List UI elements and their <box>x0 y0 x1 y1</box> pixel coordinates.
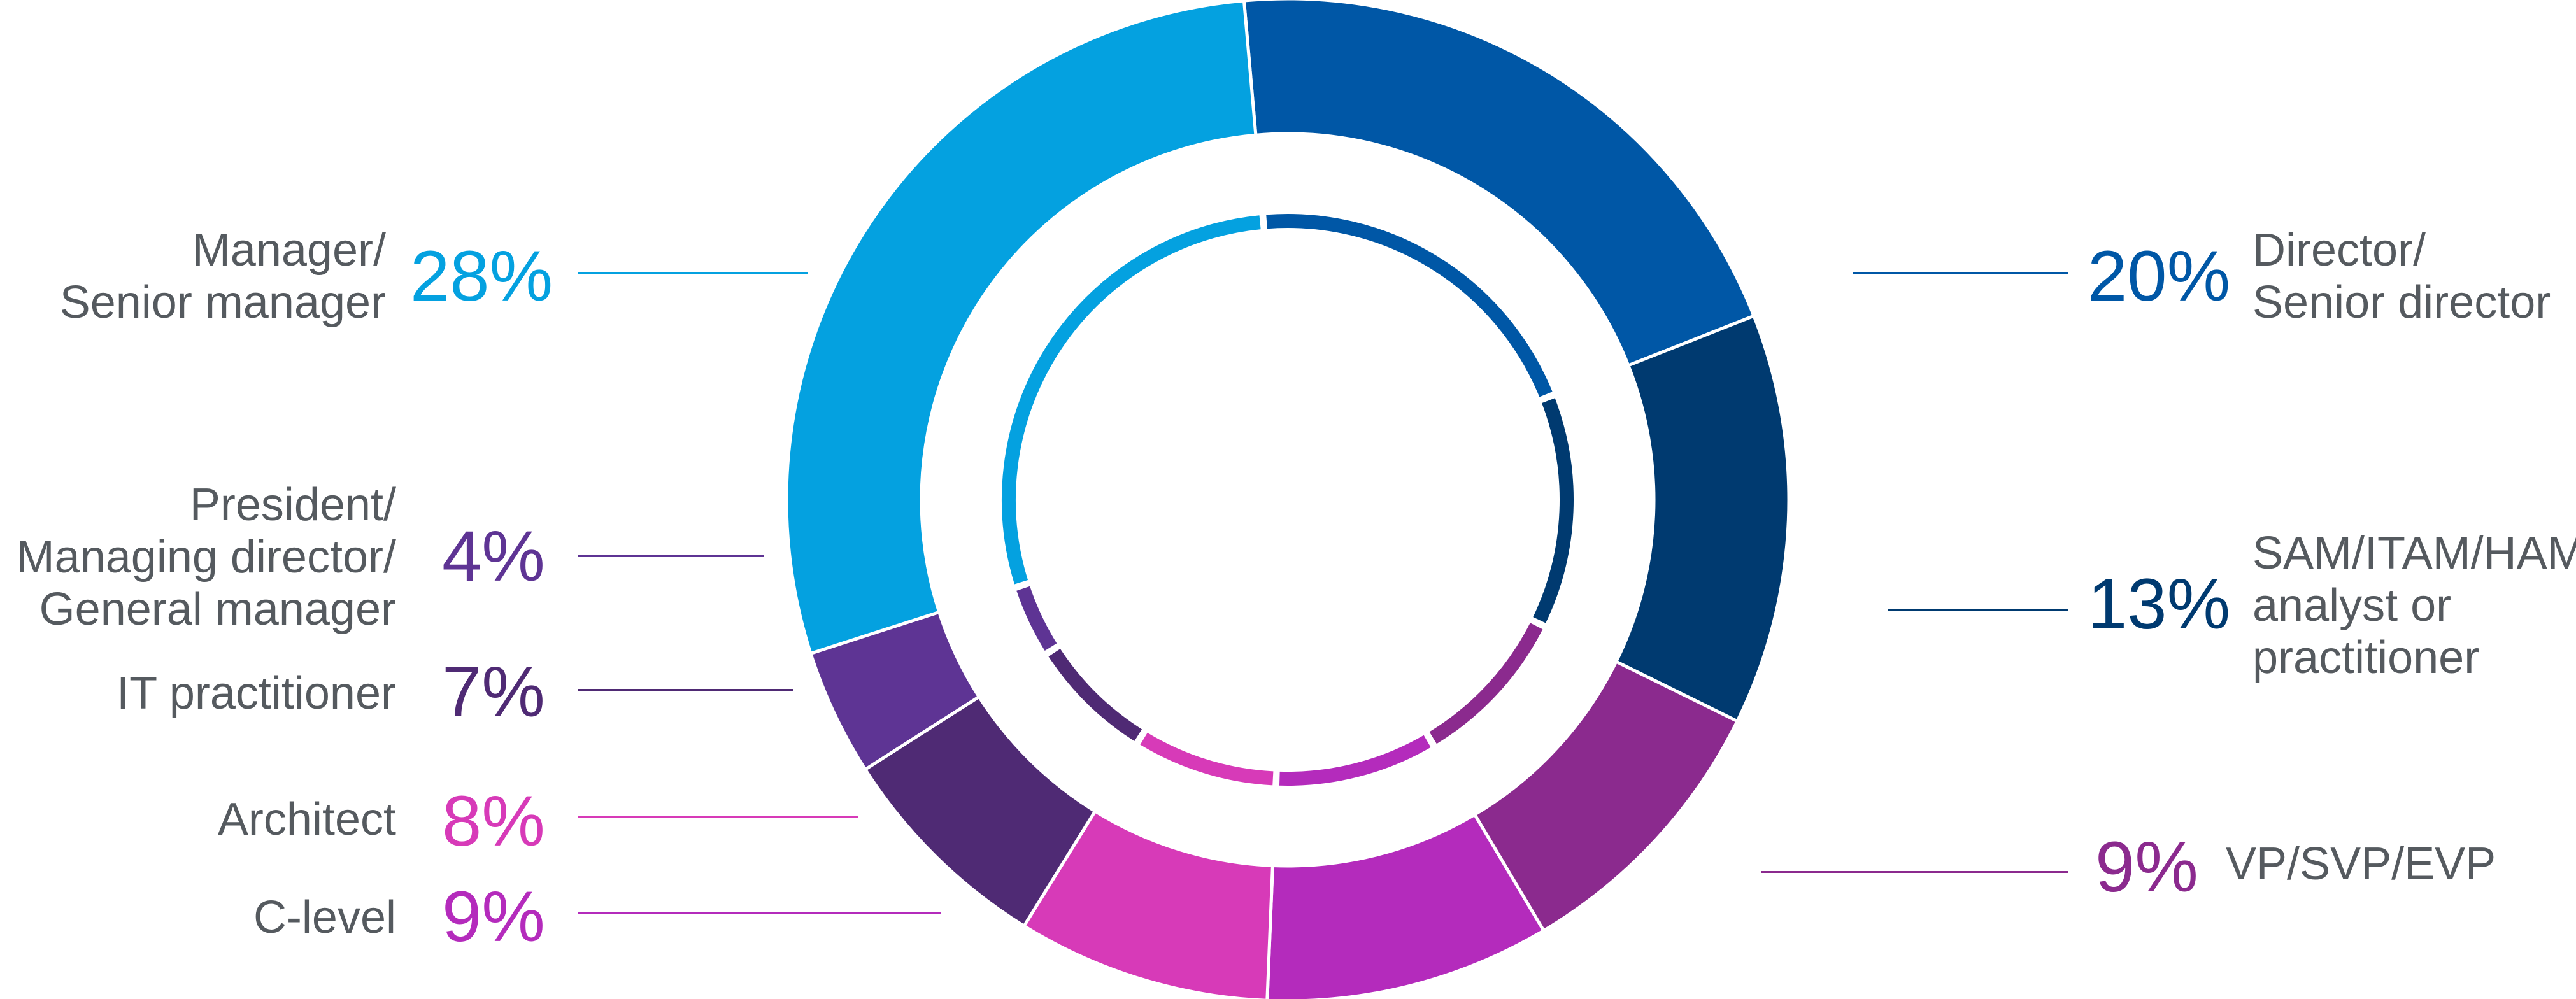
inner-ring-segment <box>1266 214 1553 397</box>
donut-slice <box>1265 812 1546 999</box>
leader-line <box>1761 871 2068 873</box>
inner-ring-segment <box>1048 649 1142 742</box>
slice-percent: 9% <box>2095 827 2198 907</box>
slice-percent: 9% <box>442 877 545 956</box>
slice-percent: 4% <box>442 516 545 596</box>
slice-label-line: SAM/ITAM/HAM <box>2252 528 2576 579</box>
slice-label: VP/SVP/EVP <box>2226 838 2496 890</box>
slice-label-line: President/ <box>189 479 396 530</box>
leader-line <box>1888 609 2068 611</box>
inner-ring-segment <box>1279 735 1431 786</box>
leader-line <box>1853 272 2068 274</box>
slice-percent: 20% <box>2088 236 2231 316</box>
inner-ring-segment <box>1533 398 1574 623</box>
slice-label: Manager/Senior manager <box>60 224 386 329</box>
slice-label: President/Managing director/General mana… <box>17 479 396 635</box>
slice-label-line: analyst or <box>2252 580 2452 631</box>
slice-label-line: Manager/ <box>192 225 386 276</box>
slice-label-line: practitioner <box>2252 632 2480 683</box>
inner-ring-segment <box>1140 732 1274 786</box>
donut-slice <box>1242 0 1756 368</box>
slice-label-line: Director/ <box>2252 225 2426 276</box>
leader-line <box>578 555 764 557</box>
slice-label-line: Architect <box>217 794 396 845</box>
slice-label: Director/Senior director <box>2252 224 2551 329</box>
donut-slice <box>1614 313 1791 724</box>
slice-percent: 28% <box>410 236 553 316</box>
slice-percent: 13% <box>2088 564 2231 644</box>
leader-line <box>578 912 941 914</box>
slice-label-line: C-level <box>253 892 396 943</box>
slice-label: SAM/ITAM/HAM analyst or practitioner <box>2252 527 2576 684</box>
slice-label-line: Managing director/ <box>16 532 396 583</box>
inner-ring-segment <box>1002 215 1261 585</box>
slice-label-line: VP/SVP/EVP <box>2226 839 2496 889</box>
slice-label: Architect <box>218 793 396 846</box>
slice-percent: 8% <box>442 781 545 861</box>
slice-label-line: Senior manager <box>59 277 386 328</box>
slice-percent: 7% <box>442 652 545 732</box>
slice-label: IT practitioner <box>117 667 396 719</box>
leader-line <box>578 689 793 691</box>
leader-line <box>578 272 808 274</box>
leader-line <box>578 816 858 818</box>
slice-label-line: General manager <box>39 584 396 635</box>
inner-ring-segment <box>1016 586 1057 651</box>
donut-slice <box>785 0 1258 656</box>
slice-label-line: IT practitioner <box>117 668 396 719</box>
slice-label-line: Senior director <box>2252 277 2551 328</box>
inner-ring-segment <box>1429 623 1543 744</box>
slice-label: C-level <box>253 891 396 944</box>
